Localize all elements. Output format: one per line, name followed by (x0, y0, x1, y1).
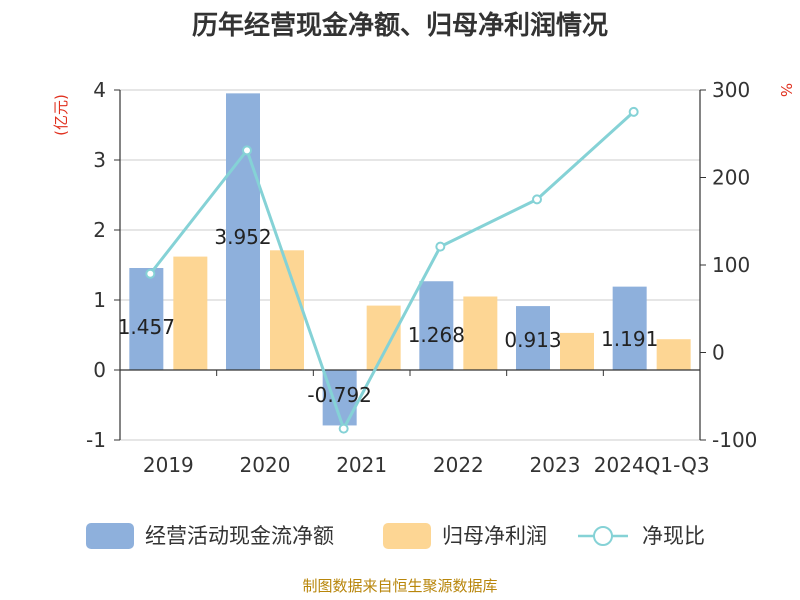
right-axis-unit: % (777, 83, 795, 97)
right-tick-label: -100 (712, 428, 757, 452)
left-tick-labels: -1 0 1 2 3 4 (86, 78, 106, 452)
right-tick-label: 100 (712, 253, 750, 277)
bar-net-profit (560, 332, 594, 370)
x-tick-label: 2019 (143, 453, 194, 477)
x-tick-label: 2021 (336, 453, 387, 477)
left-tick-label: 1 (93, 288, 106, 312)
x-tick-label: 2020 (240, 453, 291, 477)
legend-label-ratio: 净现比 (642, 524, 705, 548)
data-labels: 1.457 3.952 -0.792 1.268 0.913 1.191 (118, 225, 659, 407)
legend: 经营活动现金流净额 归母净利润 净现比 (86, 523, 705, 549)
x-tick-labels: 2019 2020 2021 2022 2023 2024Q1-Q3 (143, 453, 710, 477)
legend-swatch-cashflow (86, 523, 134, 549)
line-point-ratio (435, 241, 446, 252)
data-label-cashflow: 1.191 (601, 327, 658, 351)
x-tick-label: 2023 (530, 453, 581, 477)
source-note: 制图数据来自恒生聚源数据库 (302, 577, 497, 595)
right-tick-label: 200 (712, 166, 750, 190)
left-tick-label: 2 (93, 218, 106, 242)
bar-cashflow (516, 306, 550, 370)
line-series (145, 106, 639, 434)
right-tick-label: 0 (712, 341, 725, 365)
axes (114, 89, 706, 441)
data-label-cashflow: 1.268 (408, 323, 465, 347)
legend-swatch-ratio-marker (593, 526, 613, 546)
line-point-ratio (242, 145, 252, 156)
legend-label-profit: 归母净利润 (442, 524, 547, 548)
data-label-cashflow: 1.457 (118, 315, 175, 339)
x-tick-label: 2024Q1-Q3 (594, 453, 710, 477)
bar-net-profit (656, 339, 691, 370)
line-point-ratio (532, 194, 542, 205)
data-label-cashflow: 0.913 (504, 328, 561, 352)
bar-cashflow (612, 286, 647, 370)
data-label-cashflow: 3.952 (214, 225, 271, 249)
legend-label-cashflow: 经营活动现金流净额 (145, 524, 334, 548)
right-tick-label: 300 (712, 78, 750, 102)
left-tick-label: -1 (86, 428, 106, 452)
line-point-ratio (628, 106, 639, 117)
legend-swatch-profit (383, 523, 431, 549)
chart-title: 历年经营现金净额、归母净利润情况 (192, 10, 608, 41)
right-tick-labels: -100 0 100 200 300 (712, 78, 757, 452)
bar-cashflow (129, 268, 164, 370)
bar-net-profit (173, 256, 208, 370)
left-tick-label: 0 (93, 358, 106, 382)
bar-net-profit (270, 250, 304, 370)
left-tick-label: 3 (93, 148, 106, 172)
line-point-ratio (338, 423, 349, 434)
left-axis-unit: (亿元) (52, 94, 70, 136)
left-tick-label: 4 (93, 78, 106, 102)
data-label-cashflow: -0.792 (307, 383, 371, 407)
line-ratio (149, 110, 635, 431)
bar-net-profit (366, 305, 401, 370)
bar-cashflow (226, 93, 260, 371)
x-tick-label: 2022 (433, 453, 484, 477)
line-point-ratio (145, 268, 156, 279)
bar-cashflow (419, 281, 454, 370)
bar-net-profit (463, 296, 498, 370)
